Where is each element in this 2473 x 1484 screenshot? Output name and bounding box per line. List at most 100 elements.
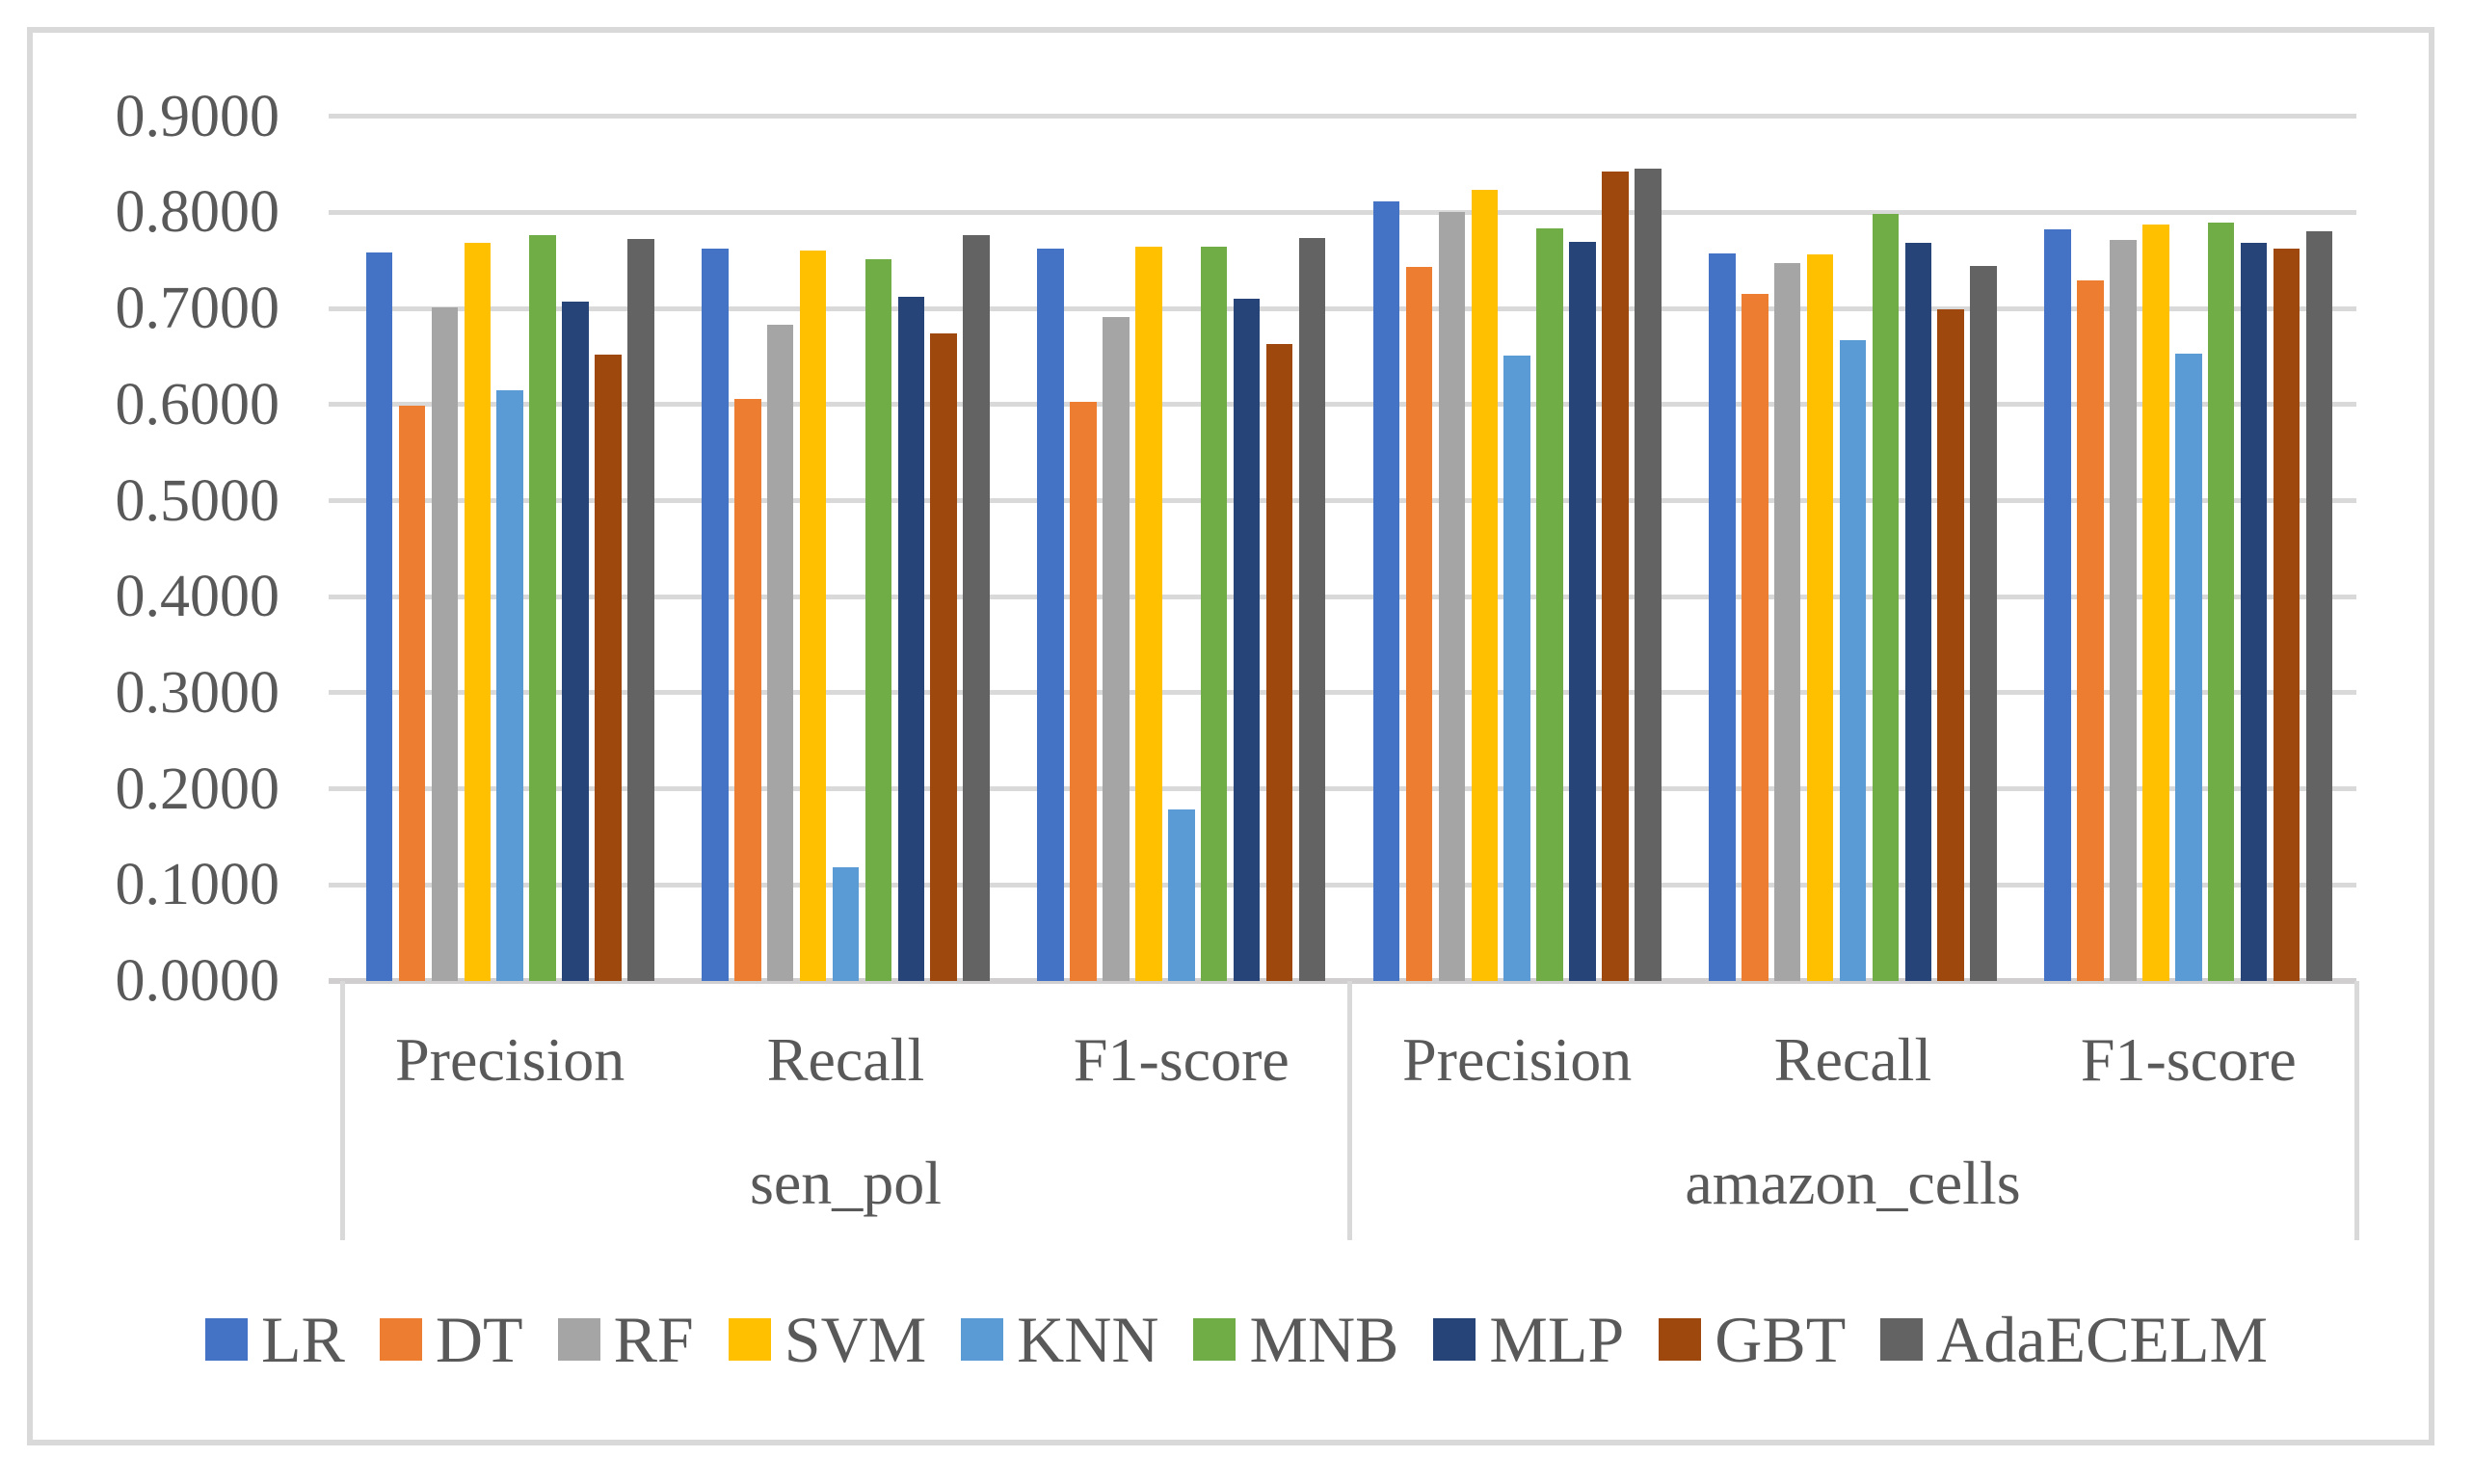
bar-lr-0	[365, 252, 393, 981]
y-tick-label: 0.5000	[115, 467, 280, 534]
legend-label: KNN	[1017, 1303, 1159, 1376]
bar-svm-3	[1471, 190, 1499, 981]
category-label-recall-4: Recall	[1773, 1025, 1932, 1094]
bar-rf-2	[1103, 317, 1130, 981]
bar-knn-2	[1168, 808, 1195, 981]
category-label-f1-score-5: F1-score	[2080, 1025, 2297, 1094]
bar-adaecelm-0	[627, 239, 654, 981]
y-tick-label: 0.3000	[115, 659, 280, 726]
bar-rf-0	[431, 307, 459, 981]
legend-swatch-icon	[961, 1318, 1004, 1361]
gridline	[329, 690, 2356, 696]
bar-mlp-5	[2240, 243, 2268, 981]
y-tick-label: 0.2000	[115, 755, 280, 822]
bar-adaecelm-1	[963, 235, 990, 981]
category-label-precision-3: Precision	[1402, 1025, 1633, 1094]
bar-dt-2	[1070, 401, 1097, 981]
bar-knn-1	[832, 867, 860, 981]
bar-dt-0	[398, 405, 426, 981]
bar-dt-3	[1405, 267, 1433, 981]
legend-item-gbt: GBT	[1659, 1307, 1846, 1372]
bar-adaecelm-2	[1298, 238, 1326, 981]
bar-mnb-5	[2207, 223, 2235, 981]
bar-adaecelm-3	[1635, 168, 1662, 981]
legend-label: DT	[435, 1303, 523, 1376]
legend-label: MLP	[1489, 1303, 1625, 1376]
legend-swatch-icon	[1433, 1318, 1476, 1361]
figure-border	[27, 27, 2434, 1445]
group-label-sen-pol: sen_pol	[749, 1149, 943, 1217]
x-axis-line	[329, 978, 2356, 984]
gridline	[329, 882, 2356, 888]
bar-mlp-1	[897, 297, 925, 981]
bar-mnb-1	[864, 259, 892, 981]
y-tick-label: 0.1000	[115, 852, 280, 918]
bar-dt-5	[2077, 280, 2104, 981]
axis-group-divider	[1346, 981, 1352, 1240]
bar-gbt-2	[1265, 343, 1293, 981]
y-tick-label: 0.0000	[115, 948, 280, 1014]
bar-svm-1	[799, 251, 827, 981]
y-tick-label: 0.8000	[115, 179, 280, 246]
y-tick-label: 0.6000	[115, 371, 280, 437]
bar-rf-1	[766, 325, 794, 981]
bar-mlp-0	[562, 302, 589, 981]
group-label-amazon-cells: amazon_cells	[1685, 1149, 2021, 1217]
legend-swatch-icon	[728, 1318, 771, 1361]
legend-item-mlp: MLP	[1433, 1307, 1624, 1372]
axis-border-line	[2353, 981, 2359, 1240]
gridline	[329, 305, 2356, 311]
y-tick-label: 0.4000	[115, 564, 280, 630]
gridline	[329, 786, 2356, 792]
bar-dt-4	[1742, 294, 1768, 981]
bar-svm-0	[464, 243, 492, 981]
bar-adaecelm-4	[1970, 266, 1997, 981]
gridline	[329, 114, 2356, 119]
gridline	[329, 402, 2356, 408]
legend-item-dt: DT	[379, 1303, 523, 1376]
bar-gbt-3	[1602, 171, 1629, 981]
gridline	[329, 498, 2356, 503]
bar-mnb-3	[1536, 228, 1563, 981]
bar-svm-5	[2142, 225, 2169, 981]
bar-rf-4	[1773, 263, 1801, 981]
bar-mnb-4	[1872, 214, 1900, 981]
legend-swatch-icon	[1193, 1318, 1236, 1361]
bar-knn-0	[496, 389, 523, 981]
bar-mlp-2	[1233, 299, 1261, 981]
legend-swatch-icon	[1880, 1318, 1924, 1361]
bar-rf-3	[1438, 212, 1466, 981]
bar-knn-3	[1503, 355, 1530, 981]
y-tick-label: 0.9000	[115, 83, 280, 149]
bar-mnb-0	[529, 235, 556, 981]
legend-label: SVM	[784, 1303, 927, 1376]
bar-svm-2	[1135, 247, 1162, 981]
category-label-recall-1: Recall	[766, 1025, 925, 1094]
bar-mnb-2	[1200, 247, 1228, 981]
category-label-f1-score-2: F1-score	[1073, 1025, 1290, 1094]
category-label-precision-0: Precision	[395, 1025, 625, 1094]
bar-adaecelm-5	[2305, 231, 2333, 981]
bar-lr-4	[1709, 253, 1736, 981]
legend-label: GBT	[1715, 1303, 1847, 1376]
bar-mlp-4	[1904, 243, 1932, 981]
legend-swatch-icon	[1659, 1318, 1702, 1361]
bar-dt-1	[734, 398, 761, 981]
bar-svm-4	[1806, 254, 1834, 981]
bar-gbt-4	[1937, 309, 1964, 981]
bar-knn-4	[1839, 340, 1867, 981]
gridline	[329, 594, 2356, 599]
y-tick-label: 0.7000	[115, 276, 280, 342]
legend-label: AdaECELM	[1936, 1303, 2268, 1376]
bar-lr-5	[2044, 229, 2071, 981]
legend-swatch-icon	[557, 1318, 600, 1361]
bar-rf-5	[2110, 240, 2137, 981]
bar-mlp-3	[1569, 242, 1596, 981]
legend-item-knn: KNN	[961, 1307, 1158, 1372]
bar-knn-5	[2175, 353, 2202, 981]
legend-swatch-icon	[379, 1318, 422, 1361]
legend-item-svm: SVM	[728, 1303, 927, 1376]
bar-lr-2	[1037, 249, 1064, 981]
legend-label: LR	[261, 1303, 345, 1376]
